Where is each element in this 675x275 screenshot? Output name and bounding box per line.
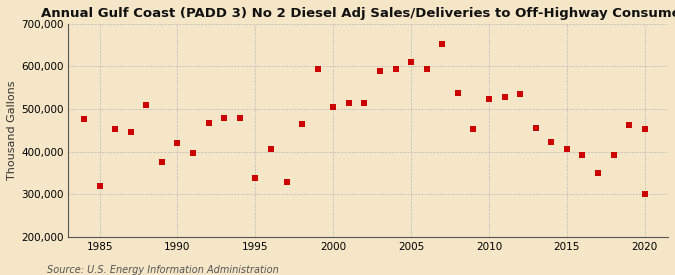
Point <box>79 117 90 121</box>
Point <box>172 141 183 145</box>
Point <box>483 97 494 101</box>
Point <box>359 101 370 105</box>
Point <box>468 127 479 131</box>
Point <box>203 120 214 125</box>
Point <box>141 103 152 107</box>
Point <box>110 127 121 132</box>
Point <box>188 151 198 155</box>
Point <box>406 60 416 64</box>
Point <box>577 152 588 157</box>
Point <box>390 67 401 71</box>
Point <box>234 116 245 120</box>
Text: Source: U.S. Energy Information Administration: Source: U.S. Energy Information Administ… <box>47 265 279 275</box>
Point <box>608 152 619 157</box>
Point <box>95 183 105 188</box>
Point <box>546 140 557 144</box>
Point <box>219 115 230 120</box>
Y-axis label: Thousand Gallons: Thousand Gallons <box>7 81 17 180</box>
Point <box>265 147 276 152</box>
Point <box>375 68 385 73</box>
Point <box>452 91 463 95</box>
Title: Annual Gulf Coast (PADD 3) No 2 Diesel Adj Sales/Deliveries to Off-Highway Consu: Annual Gulf Coast (PADD 3) No 2 Diesel A… <box>41 7 675 20</box>
Point <box>639 192 650 196</box>
Point <box>157 160 167 164</box>
Point <box>126 129 136 134</box>
Point <box>562 147 572 152</box>
Point <box>515 92 526 96</box>
Point <box>624 123 634 127</box>
Point <box>593 171 603 175</box>
Point <box>639 127 650 131</box>
Point <box>499 95 510 99</box>
Point <box>437 42 448 46</box>
Point <box>421 66 432 71</box>
Point <box>344 101 354 105</box>
Point <box>250 176 261 180</box>
Point <box>328 105 339 109</box>
Point <box>297 122 308 126</box>
Point <box>531 126 541 130</box>
Point <box>281 180 292 185</box>
Point <box>313 67 323 71</box>
